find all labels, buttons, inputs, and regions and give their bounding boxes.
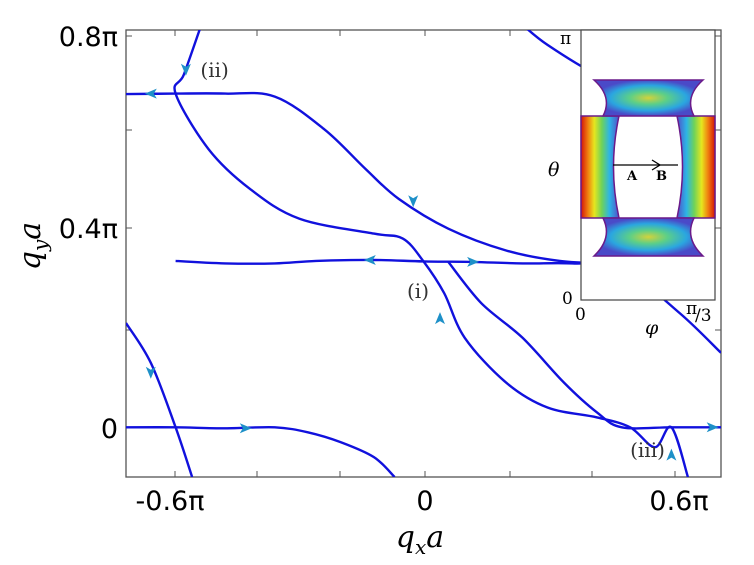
- point-b-label: B: [656, 169, 667, 184]
- a-b-arrowhead: [651, 159, 662, 171]
- x-tick-label: -0.6π: [136, 486, 205, 517]
- inset-phi-label: φ: [645, 317, 659, 339]
- series-line-6: [126, 322, 194, 477]
- flow-arrow: [144, 88, 157, 99]
- flow-arrow: [435, 312, 445, 325]
- plot-frame: [125, 29, 722, 478]
- series-line-5: [173, 30, 690, 477]
- inset-theta-bottom: 0: [562, 289, 573, 309]
- x-axis-label: qxa: [396, 520, 444, 559]
- inset-theta-label: θ: [548, 159, 560, 181]
- annotation-layer: (i) (ii) (iii): [200, 58, 664, 462]
- y-tick-label: 0.4π: [59, 214, 118, 245]
- flow-arrow: [408, 195, 419, 208]
- arrow-layer: [144, 63, 719, 461]
- inset-phi-right-num: π: [686, 299, 697, 319]
- inset-theta-top: π: [560, 29, 571, 49]
- x-tick-label: 0.6π: [649, 486, 708, 517]
- flow-arrow: [666, 448, 677, 461]
- y-tick-label: 0.8π: [59, 22, 118, 53]
- flow-arrow: [239, 423, 252, 434]
- series-line-3: [126, 425, 396, 477]
- crossing-label: (iii): [630, 438, 665, 462]
- inset-panel: A B: [580, 29, 716, 301]
- inset-phi-right-den: /3: [695, 306, 712, 326]
- y-tick-label: 0: [101, 414, 118, 445]
- y-axis-label: qya: [13, 222, 52, 270]
- flow-arrow: [706, 422, 719, 433]
- flow-arrow: [467, 256, 480, 267]
- point-a-label: A: [626, 169, 638, 184]
- x-tick-label: 0: [416, 486, 433, 517]
- crossing-label: (ii): [200, 58, 228, 82]
- flow-arrow: [363, 255, 376, 265]
- crossing-label: (i): [407, 279, 429, 303]
- inset-phi-left: 0: [575, 305, 586, 325]
- flow-arrow: [145, 366, 156, 379]
- flow-arrow: [180, 63, 191, 76]
